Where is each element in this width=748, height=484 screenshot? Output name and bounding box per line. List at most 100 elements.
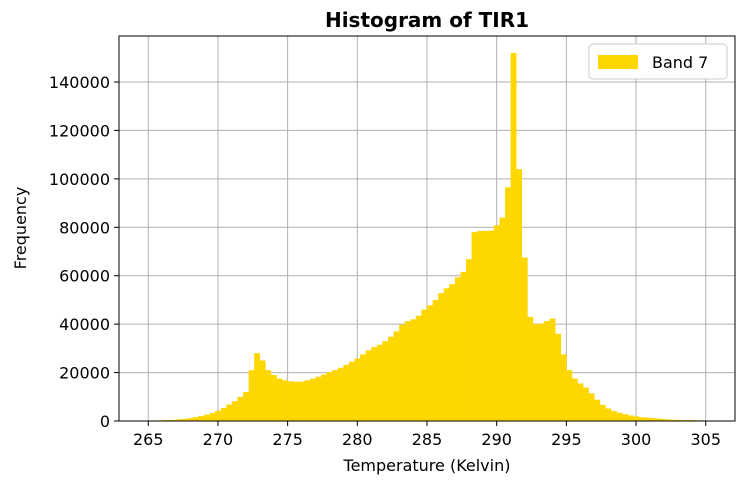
x-tick-label: 295 <box>551 430 582 449</box>
x-tick-label: 285 <box>412 430 443 449</box>
x-axis-ticks: 265 270 275 280 285 290 295 300 305 <box>133 421 721 449</box>
histogram-bar <box>410 319 417 421</box>
y-tick-label: 20000 <box>59 364 110 383</box>
histogram-bar <box>376 344 383 421</box>
histogram-bar <box>332 370 339 421</box>
histogram-bar <box>265 370 272 421</box>
histogram-bar <box>583 387 589 421</box>
histogram-bar <box>360 354 366 421</box>
x-axis-label: Temperature (Kelvin) <box>343 456 511 475</box>
histogram-bar <box>181 418 188 421</box>
histogram-bar <box>326 372 333 421</box>
histogram-bar <box>538 323 545 421</box>
histogram-bar <box>466 259 472 421</box>
histogram-bar <box>560 354 567 421</box>
histogram-bar <box>633 416 640 421</box>
histogram-bar <box>505 187 511 421</box>
x-tick-label: 270 <box>203 430 234 449</box>
histogram-bar <box>544 320 550 421</box>
histogram-bar <box>521 257 528 421</box>
histogram-bar <box>382 341 389 421</box>
histogram-bar <box>677 419 684 421</box>
histogram-bar <box>460 271 467 421</box>
x-tick-label: 305 <box>690 430 721 449</box>
y-tick-label: 60000 <box>59 267 110 286</box>
histogram-bar <box>270 374 277 421</box>
x-tick-label: 265 <box>133 430 164 449</box>
histogram-bar <box>471 232 478 421</box>
histogram-bar <box>204 414 210 421</box>
histogram-bars <box>148 52 707 422</box>
histogram-bar <box>644 417 651 421</box>
histogram-bar <box>566 370 573 421</box>
histogram-bar <box>248 370 255 421</box>
histogram-bar <box>493 225 500 421</box>
histogram-bar <box>220 407 227 421</box>
histogram-bar <box>477 230 484 421</box>
histogram-bar <box>226 404 233 421</box>
histogram-bar <box>532 324 539 421</box>
histogram-bar <box>622 414 628 421</box>
histogram-bar <box>387 336 394 421</box>
histogram-bar <box>510 52 517 422</box>
histogram-bar <box>231 401 238 421</box>
histogram-bar <box>649 418 656 421</box>
histogram-bar <box>449 284 456 421</box>
histogram-bar <box>577 383 584 421</box>
legend-swatch <box>598 55 638 69</box>
histogram-bar <box>443 288 450 421</box>
histogram-bar <box>209 413 216 421</box>
y-axis-label: Frequency <box>11 187 30 270</box>
histogram-bar <box>293 381 300 421</box>
histogram-bar <box>516 169 523 421</box>
y-tick-label: 100000 <box>49 170 110 189</box>
histogram-bar <box>365 350 372 421</box>
x-tick-label: 280 <box>342 430 373 449</box>
histogram-bar <box>571 378 578 421</box>
histogram-bar <box>371 347 378 421</box>
histogram-bar <box>243 391 249 421</box>
histogram-bar <box>638 417 645 421</box>
histogram-bar <box>672 419 679 421</box>
y-tick-label: 40000 <box>59 315 110 334</box>
y-tick-label: 140000 <box>49 73 110 92</box>
histogram-bar <box>254 353 261 421</box>
y-axis-ticks: 0 20000 40000 60000 80000 100000 120000 140000 <box>49 73 119 431</box>
histogram-bar <box>427 305 433 421</box>
histogram-bar <box>627 415 634 421</box>
histogram-bar <box>610 411 617 421</box>
x-tick-label: 300 <box>621 430 652 449</box>
histogram-bar <box>404 321 411 421</box>
y-tick-label: 120000 <box>49 121 110 140</box>
histogram-bar <box>594 399 601 421</box>
histogram-bar <box>438 293 445 421</box>
histogram-bar <box>527 316 534 421</box>
histogram-bar <box>343 364 350 421</box>
histogram-bar <box>415 315 422 421</box>
histogram-bar <box>237 396 244 421</box>
legend: Band 7 <box>588 43 728 80</box>
histogram-bar <box>399 324 406 421</box>
histogram-bar <box>421 309 428 421</box>
histogram-bar <box>337 367 344 421</box>
histogram-bar <box>276 378 283 421</box>
histogram-bar <box>170 419 177 421</box>
histogram-bar <box>304 380 311 421</box>
histogram-bar <box>432 299 439 421</box>
histogram-bar <box>348 361 355 421</box>
histogram-bar <box>499 217 506 421</box>
x-tick-label: 275 <box>272 430 303 449</box>
histogram-bar <box>488 230 495 421</box>
histogram-bar <box>661 419 668 421</box>
y-tick-label: 80000 <box>59 218 110 237</box>
histogram-bar <box>198 415 205 421</box>
histogram-bar <box>599 404 606 421</box>
histogram-bar <box>354 358 361 421</box>
histogram-bar <box>454 277 461 421</box>
chart-title: Histogram of TIR1 <box>325 8 529 32</box>
histogram-bar <box>282 380 288 421</box>
histogram-bar <box>616 412 623 421</box>
histogram-bar <box>666 419 673 421</box>
histogram-bar <box>187 418 194 421</box>
histogram-bar <box>259 360 266 421</box>
